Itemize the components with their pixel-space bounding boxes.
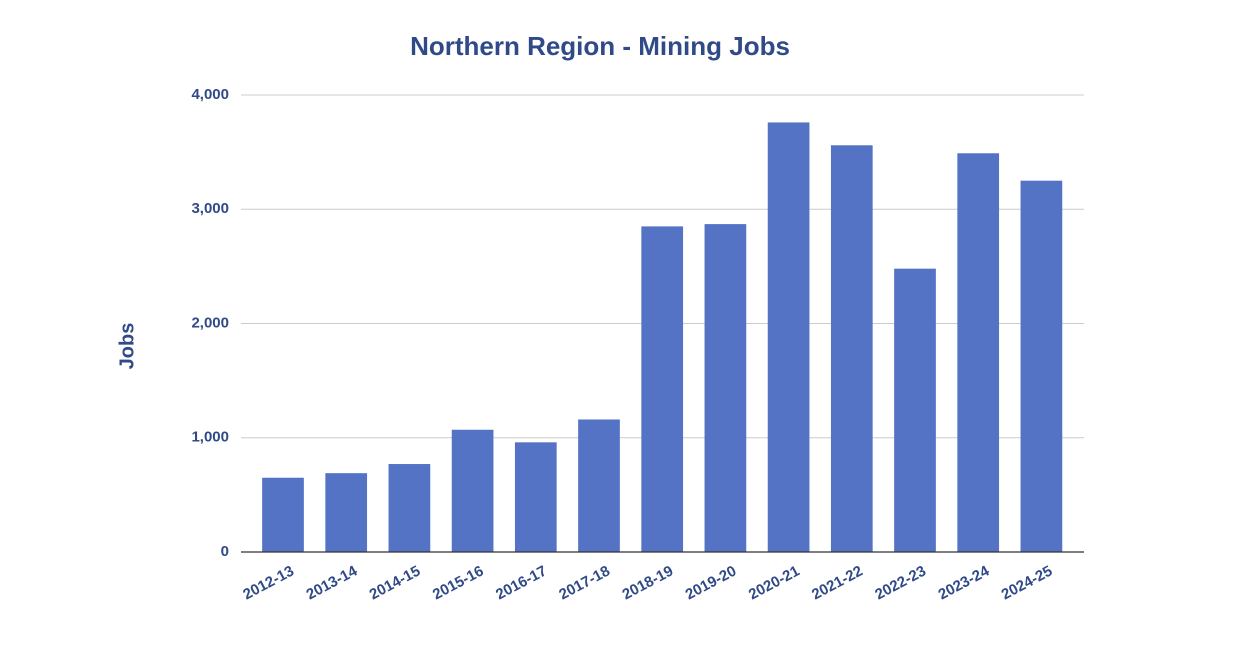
bar — [514, 442, 557, 552]
x-tick-label: 2020-21 — [746, 563, 803, 604]
x-tick-label: 2018-19 — [619, 563, 676, 604]
y-axis-label: Jobs — [116, 323, 138, 370]
x-tick-label: 2015-16 — [430, 563, 487, 604]
bar — [641, 226, 684, 552]
chart-title: Northern Region - Mining Jobs — [410, 31, 790, 61]
y-tick-label: 2,000 — [191, 314, 229, 331]
bar — [894, 268, 936, 552]
x-tick-label: 2024-25 — [999, 563, 1056, 604]
x-tick-label: 2019-20 — [683, 563, 740, 604]
x-tick-label: 2016-17 — [493, 563, 550, 604]
bar — [325, 473, 368, 552]
y-tick-label: 4,000 — [191, 86, 229, 103]
bar — [1020, 180, 1063, 552]
x-tick-label: 2013-14 — [303, 562, 360, 603]
bar — [451, 429, 494, 552]
bar — [578, 419, 620, 552]
bar — [704, 224, 747, 553]
bar — [262, 477, 304, 552]
x-tick-label: 2022-23 — [872, 563, 929, 604]
bar — [957, 153, 1000, 552]
bar — [388, 464, 431, 552]
x-tick-label: 2014-15 — [367, 563, 424, 604]
y-tick-label: 3,000 — [191, 200, 229, 217]
x-tick-label: 2021-22 — [809, 563, 866, 604]
x-tick-label: 2023-24 — [935, 562, 992, 603]
y-tick-label: 1,000 — [191, 429, 229, 446]
bar — [830, 145, 873, 552]
x-tick-label: 2017-18 — [556, 563, 613, 604]
bar — [767, 122, 810, 553]
x-tick-label: 2012-13 — [240, 563, 297, 604]
y-tick-label: 0 — [221, 543, 229, 560]
